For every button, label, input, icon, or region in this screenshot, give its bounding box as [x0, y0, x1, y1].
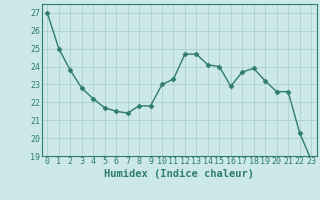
X-axis label: Humidex (Indice chaleur): Humidex (Indice chaleur) — [104, 169, 254, 179]
